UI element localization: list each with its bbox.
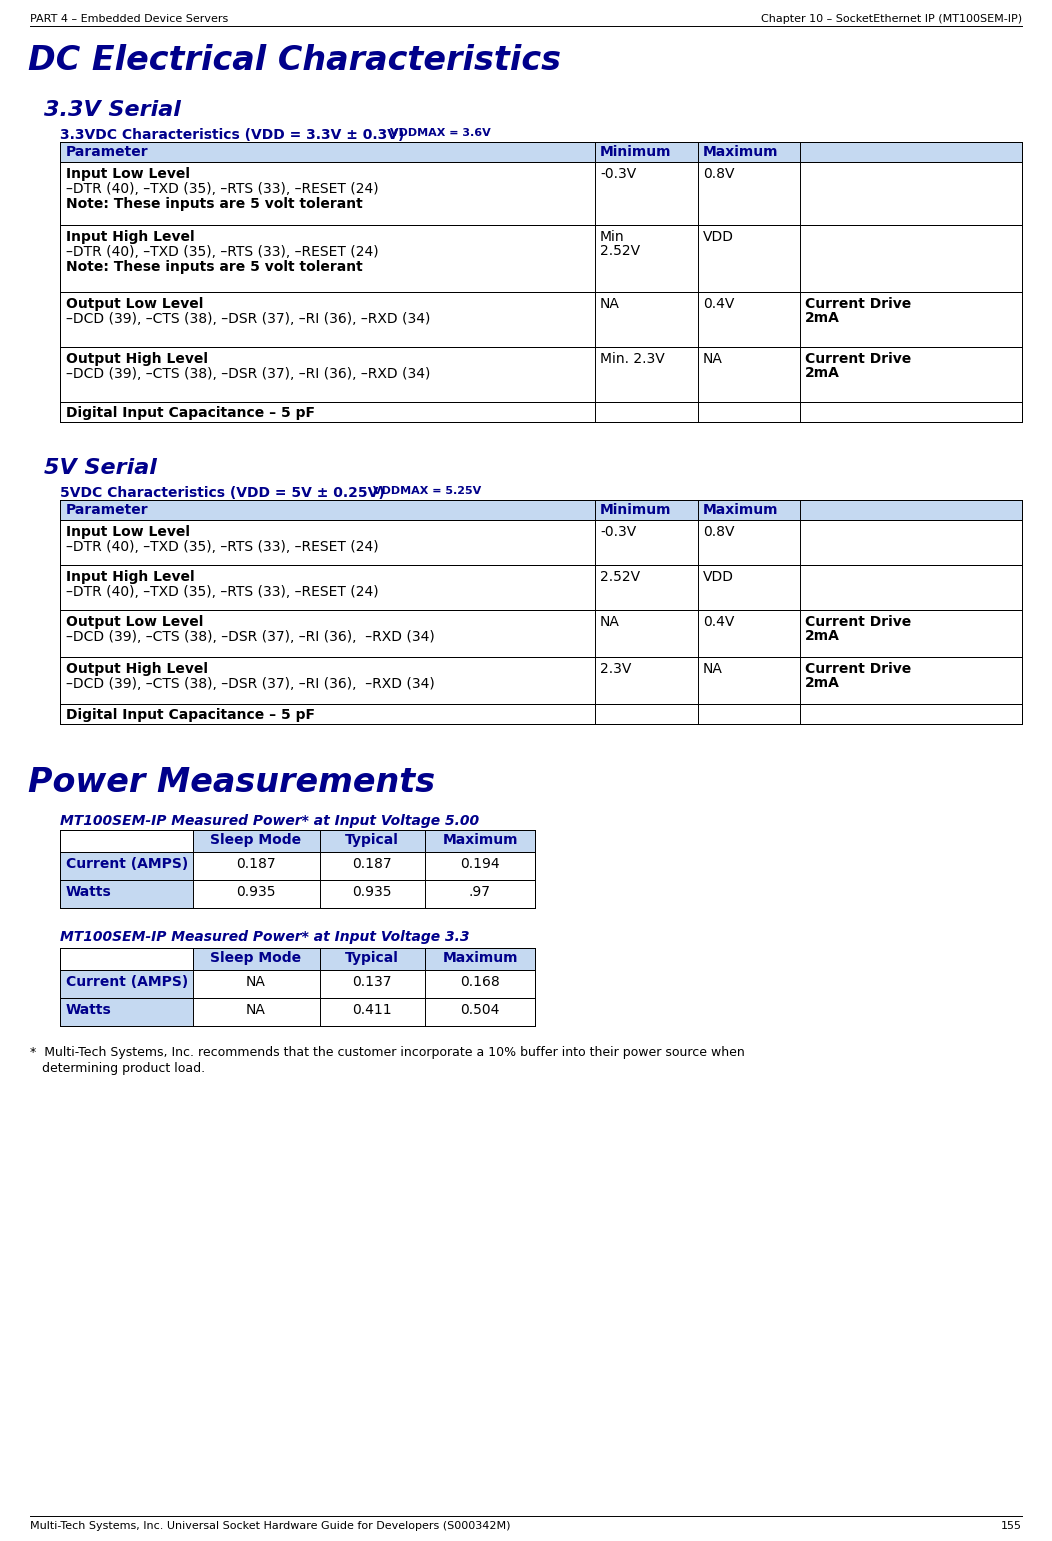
Bar [60,880,193,908]
Bar [60,852,193,880]
Text: –DTR (40), –TXD (35), –RTS (33), –RESET (24): –DTR (40), –TXD (35), –RTS (33), –RESET … [66,539,379,555]
Text: 2mA: 2mA [805,311,839,325]
Text: Digital Input Capacitance – 5 pF: Digital Input Capacitance – 5 pF [66,707,315,723]
Text: Sleep Mode: Sleep Mode [210,951,302,965]
Text: 5V Serial: 5V Serial [44,458,157,478]
Text: –DCD (39), –CTS (38), –DSR (37), –RI (36), –RXD (34): –DCD (39), –CTS (38), –DSR (37), –RI (36… [66,311,430,327]
Text: NA: NA [600,297,620,311]
Text: 0.187: 0.187 [237,857,276,871]
Text: Input High Level: Input High Level [66,230,195,243]
Text: VDD: VDD [703,230,734,243]
Text: Typical: Typical [345,834,399,848]
Text: MT100SEM-IP Measured Power* at Input Voltage 5.00: MT100SEM-IP Measured Power* at Input Vol… [60,814,479,828]
Text: Output Low Level: Output Low Level [66,297,203,311]
Text: Minimum: Minimum [600,145,671,159]
Text: 0.935: 0.935 [237,885,276,898]
Text: 0.4V: 0.4V [703,297,734,311]
Text: 5VDC Characteristics (VDD = 5V ± 0.25V): 5VDC Characteristics (VDD = 5V ± 0.25V) [60,485,389,499]
Text: -0.3V: -0.3V [600,166,636,180]
Bar [193,831,535,852]
Text: Chapter 10 – SocketEthernet IP (MT100SEM-IP): Chapter 10 – SocketEthernet IP (MT100SEM… [761,14,1021,25]
Text: Maximum: Maximum [442,951,518,965]
Text: -0.3V: -0.3V [600,525,636,539]
Text: Multi-Tech Systems, Inc. Universal Socket Hardware Guide for Developers (S000342: Multi-Tech Systems, Inc. Universal Socke… [31,1521,510,1532]
Text: 0.504: 0.504 [461,1003,500,1017]
Text: 0.8V: 0.8V [703,525,734,539]
Text: Note: These inputs are 5 volt tolerant: Note: These inputs are 5 volt tolerant [66,197,363,211]
Text: Watts: Watts [66,885,112,898]
Text: Current (AMPS): Current (AMPS) [66,975,188,989]
Text: DC Electrical Characteristics: DC Electrical Characteristics [28,45,561,77]
Text: 2.3V: 2.3V [600,663,631,676]
Text: NA: NA [703,351,723,367]
Text: Maximum: Maximum [442,834,518,848]
Text: Digital Input Capacitance – 5 pF: Digital Input Capacitance – 5 pF [66,405,315,421]
Text: Minimum: Minimum [600,502,671,516]
Text: 0.168: 0.168 [460,975,500,989]
Text: *  Multi-Tech Systems, Inc. recommends that the customer incorporate a 10% buffe: * Multi-Tech Systems, Inc. recommends th… [31,1046,745,1059]
Bar [60,999,193,1026]
Text: Maximum: Maximum [703,145,778,159]
Text: 0.187: 0.187 [352,857,391,871]
Text: Output Low Level: Output Low Level [66,615,203,629]
Text: Current (AMPS): Current (AMPS) [66,857,188,871]
Text: Power Measurements: Power Measurements [28,766,436,798]
Text: Output High Level: Output High Level [66,351,208,367]
Text: MT100SEM-IP Measured Power* at Input Voltage 3.3: MT100SEM-IP Measured Power* at Input Vol… [60,931,469,945]
Text: Input Low Level: Input Low Level [66,166,190,180]
Text: –DTR (40), –TXD (35), –RTS (33), –RESET (24): –DTR (40), –TXD (35), –RTS (33), –RESET … [66,245,379,259]
Text: VDDMAX = 5.25V: VDDMAX = 5.25V [373,485,481,496]
Text: PART 4 – Embedded Device Servers: PART 4 – Embedded Device Servers [31,14,228,25]
Text: 0.411: 0.411 [352,1003,391,1017]
Text: 2mA: 2mA [805,676,839,690]
Text: Note: These inputs are 5 volt tolerant: Note: These inputs are 5 volt tolerant [66,260,363,274]
Text: –DTR (40), –TXD (35), –RTS (33), –RESET (24): –DTR (40), –TXD (35), –RTS (33), –RESET … [66,586,379,599]
Bar [193,948,535,969]
Text: NA: NA [600,615,620,629]
Text: Output High Level: Output High Level [66,663,208,676]
Text: 0.4V: 0.4V [703,615,734,629]
Text: 155: 155 [1002,1521,1021,1532]
Text: Current Drive: Current Drive [805,351,911,367]
Text: Min. 2.3V: Min. 2.3V [600,351,665,367]
Text: Maximum: Maximum [703,502,778,516]
Text: 2mA: 2mA [805,367,839,381]
Text: 0.194: 0.194 [460,857,500,871]
Text: 2mA: 2mA [805,629,839,643]
Text: 0.935: 0.935 [352,885,391,898]
Text: NA: NA [703,663,723,676]
Text: 2.52V: 2.52V [600,570,640,584]
Text: Min: Min [600,230,625,243]
Text: 2.52V: 2.52V [600,243,640,257]
Text: 3.3VDC Characteristics (VDD = 3.3V ± 0.3V): 3.3VDC Characteristics (VDD = 3.3V ± 0.3… [60,128,409,142]
Bar [60,969,193,999]
Text: Current Drive: Current Drive [805,297,911,311]
Text: Parameter: Parameter [66,145,148,159]
Text: 0.8V: 0.8V [703,166,734,180]
Text: determining product load.: determining product load. [31,1062,205,1076]
Text: –DTR (40), –TXD (35), –RTS (33), –RESET (24): –DTR (40), –TXD (35), –RTS (33), –RESET … [66,182,379,196]
Text: NA: NA [246,975,266,989]
Text: Input High Level: Input High Level [66,570,195,584]
Text: –DCD (39), –CTS (38), –DSR (37), –RI (36),  –RXD (34): –DCD (39), –CTS (38), –DSR (37), –RI (36… [66,676,434,690]
Text: VDD: VDD [703,570,734,584]
Text: –DCD (39), –CTS (38), –DSR (37), –RI (36),  –RXD (34): –DCD (39), –CTS (38), –DSR (37), –RI (36… [66,630,434,644]
Text: Watts: Watts [66,1003,112,1017]
Text: VDDMAX = 3.6V: VDDMAX = 3.6V [390,128,490,139]
Text: NA: NA [246,1003,266,1017]
Bar [60,499,1021,519]
Text: .97: .97 [469,885,491,898]
Text: Current Drive: Current Drive [805,615,911,629]
Text: Parameter: Parameter [66,502,148,516]
Text: 3.3V Serial: 3.3V Serial [44,100,181,120]
Text: 0.137: 0.137 [352,975,391,989]
Text: Sleep Mode: Sleep Mode [210,834,302,848]
Bar [60,142,1021,162]
Text: Input Low Level: Input Low Level [66,525,190,539]
Text: –DCD (39), –CTS (38), –DSR (37), –RI (36), –RXD (34): –DCD (39), –CTS (38), –DSR (37), –RI (36… [66,367,430,381]
Text: Typical: Typical [345,951,399,965]
Text: Current Drive: Current Drive [805,663,911,676]
